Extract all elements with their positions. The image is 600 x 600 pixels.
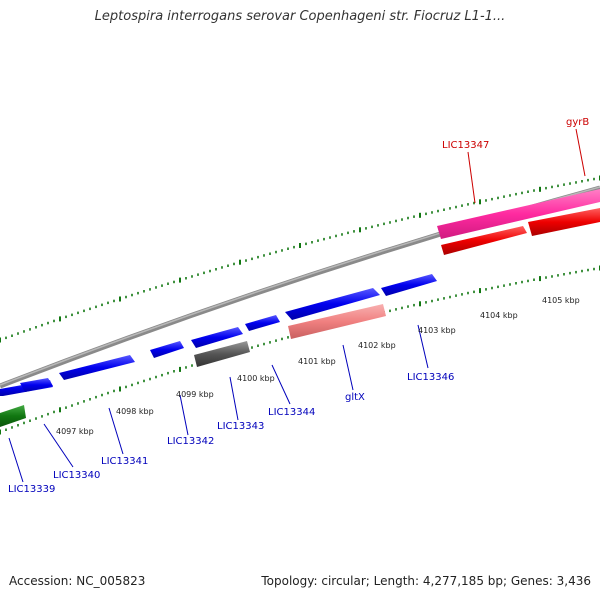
genome-summary: Topology: circular; Length: 4,277,185 bp… <box>261 574 591 588</box>
gene-label-lic13339[interactable]: LIC13339 <box>8 484 55 495</box>
gene-arrow[interactable] <box>150 341 184 358</box>
gene-arrow[interactable] <box>59 355 135 380</box>
kbp-label: 4100 kbp <box>237 374 275 383</box>
gene-label-gltx[interactable]: gltX <box>345 392 365 403</box>
kbp-label: 4099 kbp <box>176 390 214 399</box>
gene-arrow-lic13343[interactable] <box>194 341 250 367</box>
gene-label-lic13342[interactable]: LIC13342 <box>167 436 214 447</box>
kbp-label: 4104 kbp <box>480 311 518 320</box>
gene-label-lic13347[interactable]: LIC13347 <box>442 140 489 151</box>
genome-title: Leptospira interrogans serovar Copenhage… <box>94 9 506 24</box>
gene-label-lic13344[interactable]: LIC13344 <box>268 407 315 418</box>
gene-label-lic13343[interactable]: LIC13343 <box>217 421 264 432</box>
gene-arrow-gltx[interactable] <box>288 304 386 339</box>
kbp-label: 4103 kbp <box>418 326 456 335</box>
gene-arrow-lic13347[interactable] <box>437 189 600 239</box>
gene-arrow-lic13339[interactable] <box>0 405 26 427</box>
accession-label: Accession: NC_005823 <box>9 574 146 588</box>
kbp-scale: 4097 kbp 4098 kbp 4099 kbp 4100 kbp 4101… <box>56 296 580 436</box>
label-connectors <box>8 128 586 483</box>
gene-arrow[interactable] <box>191 327 243 348</box>
gene-arrow[interactable] <box>381 274 437 296</box>
kbp-label: 4097 kbp <box>56 427 94 436</box>
gene-label-lic13340[interactable]: LIC13340 <box>53 470 100 481</box>
gene-label-lic13341[interactable]: LIC13341 <box>101 456 148 467</box>
gene-arrow[interactable] <box>245 315 280 331</box>
gene-arrow[interactable] <box>285 288 380 320</box>
gene-label-gyrb[interactable]: gyrB <box>566 117 589 128</box>
gene-arrow[interactable] <box>20 378 53 392</box>
gene-arrow-lic13347-r[interactable] <box>441 226 527 255</box>
forward-strand <box>0 189 600 396</box>
gene-labels: LIC13339 LIC13340 LIC13341 LIC13342 LIC1… <box>8 117 589 495</box>
kbp-label: 4098 kbp <box>116 407 154 416</box>
kbp-label: 4105 kbp <box>542 296 580 305</box>
kbp-label: 4102 kbp <box>358 341 396 350</box>
upper-tick-row <box>0 175 600 343</box>
gene-arrow-gyrb[interactable] <box>528 208 600 236</box>
gene-label-lic13346[interactable]: LIC13346 <box>407 372 454 383</box>
reverse-strand <box>0 208 600 427</box>
kbp-label: 4101 kbp <box>298 357 336 366</box>
